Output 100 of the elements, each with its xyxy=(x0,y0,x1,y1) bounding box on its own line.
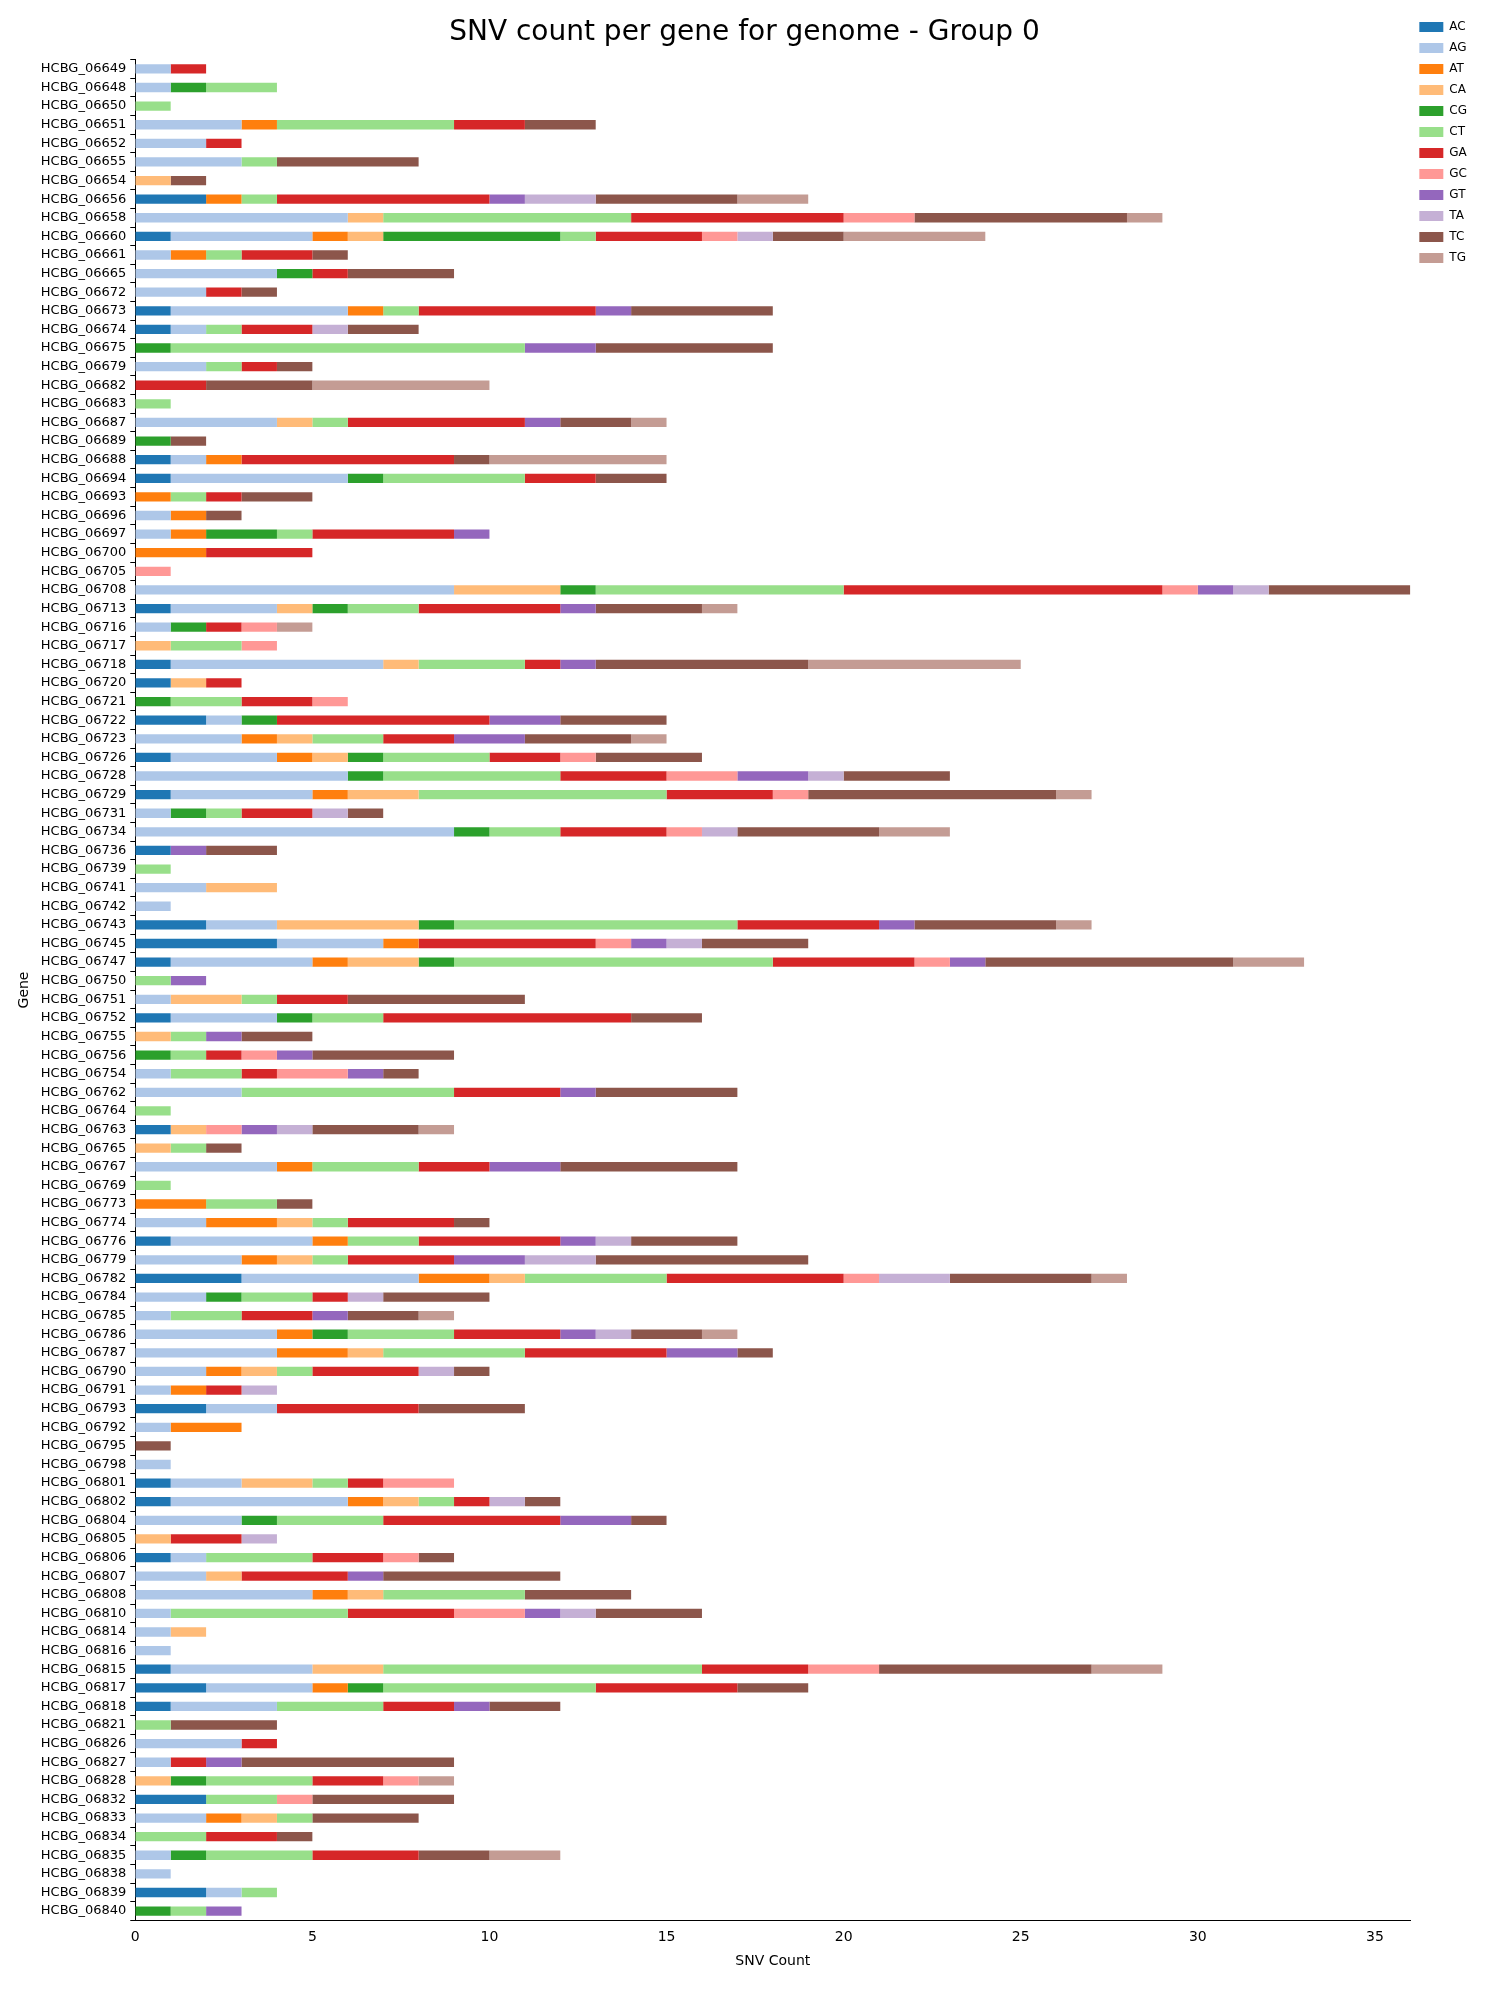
bar xyxy=(524,1608,561,1619)
bar xyxy=(170,175,207,186)
bar xyxy=(170,64,207,74)
bar xyxy=(135,1087,242,1097)
bar xyxy=(241,1515,277,1525)
bar xyxy=(135,1385,171,1395)
bar xyxy=(276,1701,384,1712)
bar xyxy=(135,1348,277,1358)
bar xyxy=(135,1404,207,1414)
bar xyxy=(347,1683,384,1693)
x-axis-title: SNV Count xyxy=(735,1952,811,1969)
y-axis-title: Gene xyxy=(15,971,32,1009)
bar xyxy=(135,864,171,874)
bar xyxy=(206,287,242,297)
bar xyxy=(241,1738,277,1749)
bar xyxy=(383,938,419,949)
bar xyxy=(560,417,632,428)
y-tick-label: HCBG_06827 xyxy=(40,1753,127,1769)
bar xyxy=(241,1292,313,1302)
bar xyxy=(347,417,525,428)
bar xyxy=(170,1310,242,1321)
bar xyxy=(454,734,525,744)
bar xyxy=(312,1162,419,1172)
bar xyxy=(1056,789,1092,800)
bar xyxy=(241,696,313,707)
y-tick-label: HCBG_06804 xyxy=(40,1511,127,1527)
bar xyxy=(595,1683,738,1693)
bar xyxy=(312,1850,419,1860)
bar xyxy=(560,715,667,725)
bar xyxy=(135,771,348,781)
bar xyxy=(170,1776,207,1786)
bar xyxy=(347,789,419,800)
bar xyxy=(170,1534,242,1544)
bar xyxy=(170,1608,348,1619)
bar xyxy=(135,510,171,521)
bar xyxy=(206,1143,242,1153)
bar xyxy=(347,808,384,818)
bar xyxy=(914,920,1057,930)
bar xyxy=(808,771,844,781)
bar xyxy=(135,1645,171,1656)
bar xyxy=(383,1571,561,1581)
bar xyxy=(560,1329,596,1339)
y-tick-label: HCBG_06716 xyxy=(40,618,127,634)
bar xyxy=(135,175,171,186)
bar xyxy=(347,1348,384,1358)
legend-label: TC xyxy=(1448,229,1465,244)
bar xyxy=(312,1050,455,1060)
y-tick-label: HCBG_06821 xyxy=(40,1716,127,1732)
bar xyxy=(276,1124,313,1135)
bar xyxy=(276,920,419,930)
bar xyxy=(949,1273,1092,1284)
bar xyxy=(170,603,277,614)
bar xyxy=(135,1124,171,1135)
bar xyxy=(135,231,171,242)
bar xyxy=(347,1310,419,1321)
bar xyxy=(170,1050,207,1060)
bar xyxy=(135,1534,171,1544)
bar xyxy=(383,771,561,781)
y-tick-label: HCBG_06656 xyxy=(40,190,127,206)
bar xyxy=(206,510,242,521)
bar xyxy=(737,771,809,781)
x-tick-label: 10 xyxy=(480,1928,499,1945)
bar xyxy=(135,1776,171,1786)
bar xyxy=(454,529,490,539)
bar xyxy=(631,417,667,428)
bar xyxy=(454,957,773,967)
y-tick-label: HCBG_06655 xyxy=(40,153,127,169)
bar xyxy=(701,1664,809,1674)
bar xyxy=(347,268,455,279)
bar xyxy=(206,1794,277,1805)
bar xyxy=(383,1348,525,1358)
bar xyxy=(595,194,738,204)
bar xyxy=(135,1552,171,1563)
bar xyxy=(135,417,277,428)
bar xyxy=(595,752,702,763)
bar xyxy=(347,1069,384,1079)
bar xyxy=(135,1664,171,1674)
bar xyxy=(170,1850,207,1860)
bar xyxy=(843,213,915,223)
bar xyxy=(454,1497,490,1507)
bar xyxy=(135,566,171,576)
bar xyxy=(595,1087,738,1097)
bar xyxy=(135,1013,171,1023)
x-tick-label: 0 xyxy=(130,1928,140,1945)
y-tick-label: HCBG_06717 xyxy=(40,637,127,653)
bar xyxy=(135,1310,171,1321)
bar xyxy=(206,1887,242,1898)
x-tick-label: 30 xyxy=(1188,1928,1207,1945)
bar xyxy=(347,306,384,316)
bar xyxy=(206,138,242,148)
bar xyxy=(666,1348,738,1358)
bar xyxy=(170,1627,207,1637)
bar xyxy=(347,994,525,1004)
bar xyxy=(135,1738,242,1749)
y-tick-label: HCBG_06674 xyxy=(40,320,127,336)
bar xyxy=(701,1329,738,1339)
y-tick-label: HCBG_06752 xyxy=(40,1009,127,1025)
bar xyxy=(418,306,596,316)
y-tick-label: HCBG_06802 xyxy=(40,1493,127,1509)
bar xyxy=(631,1236,738,1246)
